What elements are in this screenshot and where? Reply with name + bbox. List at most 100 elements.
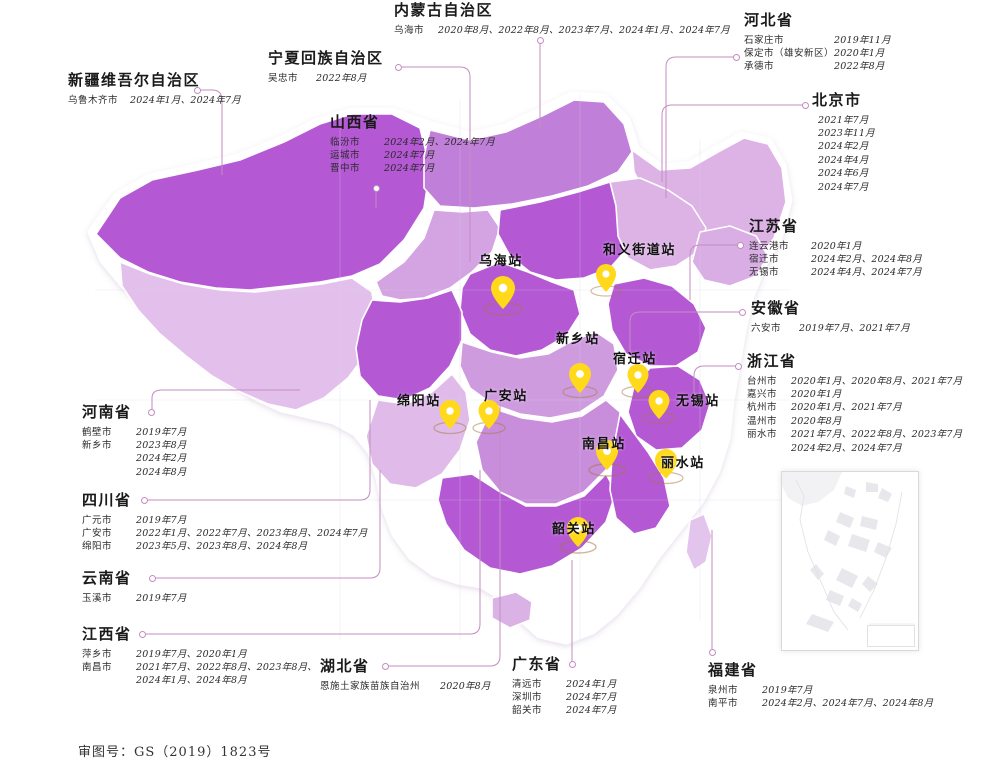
- callout-city: 临汾市: [330, 136, 361, 148]
- pin-nanchang[interactable]: [588, 440, 626, 477]
- callout-row: 连云港市 2020年1月: [749, 240, 922, 253]
- callout-city: 连云港市: [749, 240, 790, 252]
- callout-row: 鹤壁市 2019年7月: [82, 426, 187, 439]
- connector-dot-sichuan: [141, 497, 148, 504]
- callout-dates: 2021年7月、2022年8月、2023年8月、: [136, 661, 317, 673]
- callout-dates: 2019年7月、2021年7月: [799, 322, 910, 334]
- callout-city: [82, 674, 136, 687]
- callout-xinjiang: 新疆维吾尔自治区 乌鲁木齐市 2024年1月、2024年7月: [68, 72, 241, 107]
- callout-rows: 台州市 2020年1月、2020年8月、2021年7月 嘉兴市 2020年1月 …: [747, 375, 962, 456]
- callout-dates: 2024年7月: [566, 691, 617, 703]
- pin-xinxiang[interactable]: [562, 363, 598, 399]
- callout-rows: 泉州市 2019年7月 南平市 2024年2月、2024年7月、2024年8月: [708, 684, 933, 711]
- callout-dates: 2019年7月、2020年1月: [136, 648, 247, 660]
- callout-dates: 2024年4月: [818, 154, 869, 166]
- callout-province-name: 新疆维吾尔自治区: [68, 71, 201, 89]
- callout-city: 清远市: [512, 678, 543, 690]
- callout-row: 2024年2月: [818, 140, 875, 153]
- callout-province-name: 江西省: [82, 625, 132, 643]
- pin-heyi[interactable]: [590, 264, 622, 297]
- callout-dates: 2024年2月: [818, 141, 869, 153]
- callout-row: 玉溪市 2019年7月: [82, 592, 187, 605]
- callout-zhejiang: 浙江省 台州市 2020年1月、2020年8月、2021年7月 嘉兴市 2020…: [747, 353, 962, 455]
- leader-lines: [142, 40, 805, 667]
- connector-dot-jiangsu: [737, 242, 744, 249]
- callout-rows: 恩施土家族苗族自治州 2020年8月: [320, 680, 491, 693]
- connector-dot-yunnan: [149, 575, 156, 582]
- callout-dates: 2022年8月: [316, 72, 367, 84]
- map-pins: [433, 264, 684, 554]
- callout-province-name: 河南省: [82, 403, 132, 421]
- pin-label-guangan: 广安站: [484, 389, 528, 404]
- callout-row: 2024年8月: [82, 466, 187, 479]
- callout-row: 广安市 2022年1月、2022年7月、2023年8月、2024年7月: [82, 527, 368, 540]
- callout-row: 2024年4月: [818, 154, 875, 167]
- pin-guangan[interactable]: [472, 400, 506, 435]
- pin-mianyang[interactable]: [433, 400, 467, 435]
- approval-number-footer: 审图号：GS（2019）1823号: [78, 745, 272, 760]
- pin-wuhai[interactable]: [483, 276, 523, 316]
- callout-dates: 2020年1月: [791, 388, 842, 400]
- callout-province-name: 浙江省: [747, 352, 797, 370]
- callout-row: 2021年7月: [818, 114, 875, 127]
- connector-dot-neimenggu: [537, 37, 544, 44]
- callout-dates: 2019年7月: [136, 514, 187, 526]
- callout-rows: 连云港市 2020年1月 宿迁市 2024年2月、2024年8月 无锡市 202…: [749, 240, 922, 280]
- callout-row: 2024年2月、2024年7月: [747, 442, 962, 455]
- callout-row: 宿迁市 2024年2月、2024年8月: [749, 253, 922, 266]
- callout-rows: 2021年7月 2023年11月 2024年2月 2024年4月 2024年6月…: [818, 114, 875, 195]
- callout-dates: 2024年2月、2024年8月: [811, 253, 922, 265]
- callout-dates: 2020年1月、2020年8月、2021年7月: [791, 375, 963, 387]
- callout-dates: 2023年5月、2023年8月、2024年8月: [136, 541, 308, 553]
- connector-dot-xinjiang: [194, 87, 201, 94]
- pin-label-suqian: 宿迁站: [613, 352, 657, 367]
- callout-row: 南昌市 2021年7月、2022年8月、2023年8月、: [82, 661, 317, 674]
- callout-row: 临汾市 2024年2月、2024年7月: [330, 136, 495, 149]
- callout-row: 石家庄市 2019年11月: [744, 34, 891, 47]
- callout-city: 温州市: [747, 415, 778, 427]
- callout-guangdong: 广东省 清远市 2024年1月 深圳市 2024年7月 韶关市 2024年7月: [512, 656, 617, 718]
- callout-row: 承德市 2022年8月: [744, 60, 891, 73]
- callout-hebei: 河北省 石家庄市 2019年11月 保定市（雄安新区） 2020年1月 承德市 …: [744, 12, 891, 74]
- callout-province-name: 河北省: [744, 11, 794, 29]
- callout-dates: 2024年7月: [384, 163, 435, 175]
- callout-ningxia: 宁夏回族自治区 吴忠市 2022年8月: [268, 50, 384, 85]
- callout-rows: 临汾市 2024年2月、2024年7月 运城市 2024年7月 晋中市 2024…: [330, 136, 495, 176]
- connector-dot-fujian: [709, 649, 716, 656]
- callout-row: 杭州市 2020年1月、2021年7月: [747, 401, 962, 414]
- callout-dates: 2024年2月、2024年7月、2024年8月: [762, 697, 934, 709]
- pin-label-shaoguan: 韶关站: [552, 522, 596, 537]
- callout-dates: 2022年8月: [834, 61, 885, 73]
- callout-city: 深圳市: [512, 691, 543, 703]
- pin-wuxi[interactable]: [642, 390, 676, 425]
- callout-row: 无锡市 2024年4月、2024年7月: [749, 266, 922, 279]
- callout-row: 2024年6月: [818, 167, 875, 180]
- callout-city: 萍乡市: [82, 648, 113, 660]
- callout-rows: 萍乡市 2019年7月、2020年1月 南昌市 2021年7月、2022年8月、…: [82, 648, 317, 688]
- pin-label-lishui: 丽水站: [661, 456, 705, 471]
- callout-row: 新乡市 2023年8月: [82, 439, 187, 452]
- callout-rows: 广元市 2019年7月 广安市 2022年1月、2022年7月、2023年8月、…: [82, 514, 368, 554]
- callout-city: 绵阳市: [82, 541, 113, 553]
- callout-city: 台州市: [747, 375, 778, 387]
- callout-dates: 2024年2月、2024年7月: [384, 136, 495, 148]
- callout-rows: 清远市 2024年1月 深圳市 2024年7月 韶关市 2024年7月: [512, 678, 617, 718]
- callout-dates: 2021年7月、2022年8月、2023年7月: [791, 429, 963, 441]
- callout-row: 六安市 2019年7月、2021年7月: [751, 322, 910, 335]
- callout-rows: 鹤壁市 2019年7月 新乡市 2023年8月 2024年2月 2024年8月: [82, 426, 187, 480]
- callout-dates: 2024年1月、2024年7月: [130, 94, 241, 106]
- callout-neimenggu: 内蒙古自治区 乌海市 2020年8月、2022年8月、2023年7月、2024年…: [394, 2, 730, 37]
- callout-row: 吴忠市 2022年8月: [268, 72, 384, 85]
- callout-dates: 2024年2月: [136, 453, 187, 465]
- callout-city: 无锡市: [749, 267, 780, 279]
- callout-row: 运城市 2024年7月: [330, 149, 495, 162]
- callout-dates: 2020年8月: [791, 415, 842, 427]
- callout-row: 深圳市 2024年7月: [512, 691, 617, 704]
- callout-city: [747, 442, 791, 455]
- pin-lishui[interactable]: [648, 449, 684, 485]
- pin-shaoguan[interactable]: [559, 517, 597, 554]
- callout-city: 石家庄市: [744, 34, 785, 46]
- callout-rows: 石家庄市 2019年11月 保定市（雄安新区） 2020年1月 承德市 2022…: [744, 34, 891, 74]
- callout-dates: 2024年1月: [566, 678, 617, 690]
